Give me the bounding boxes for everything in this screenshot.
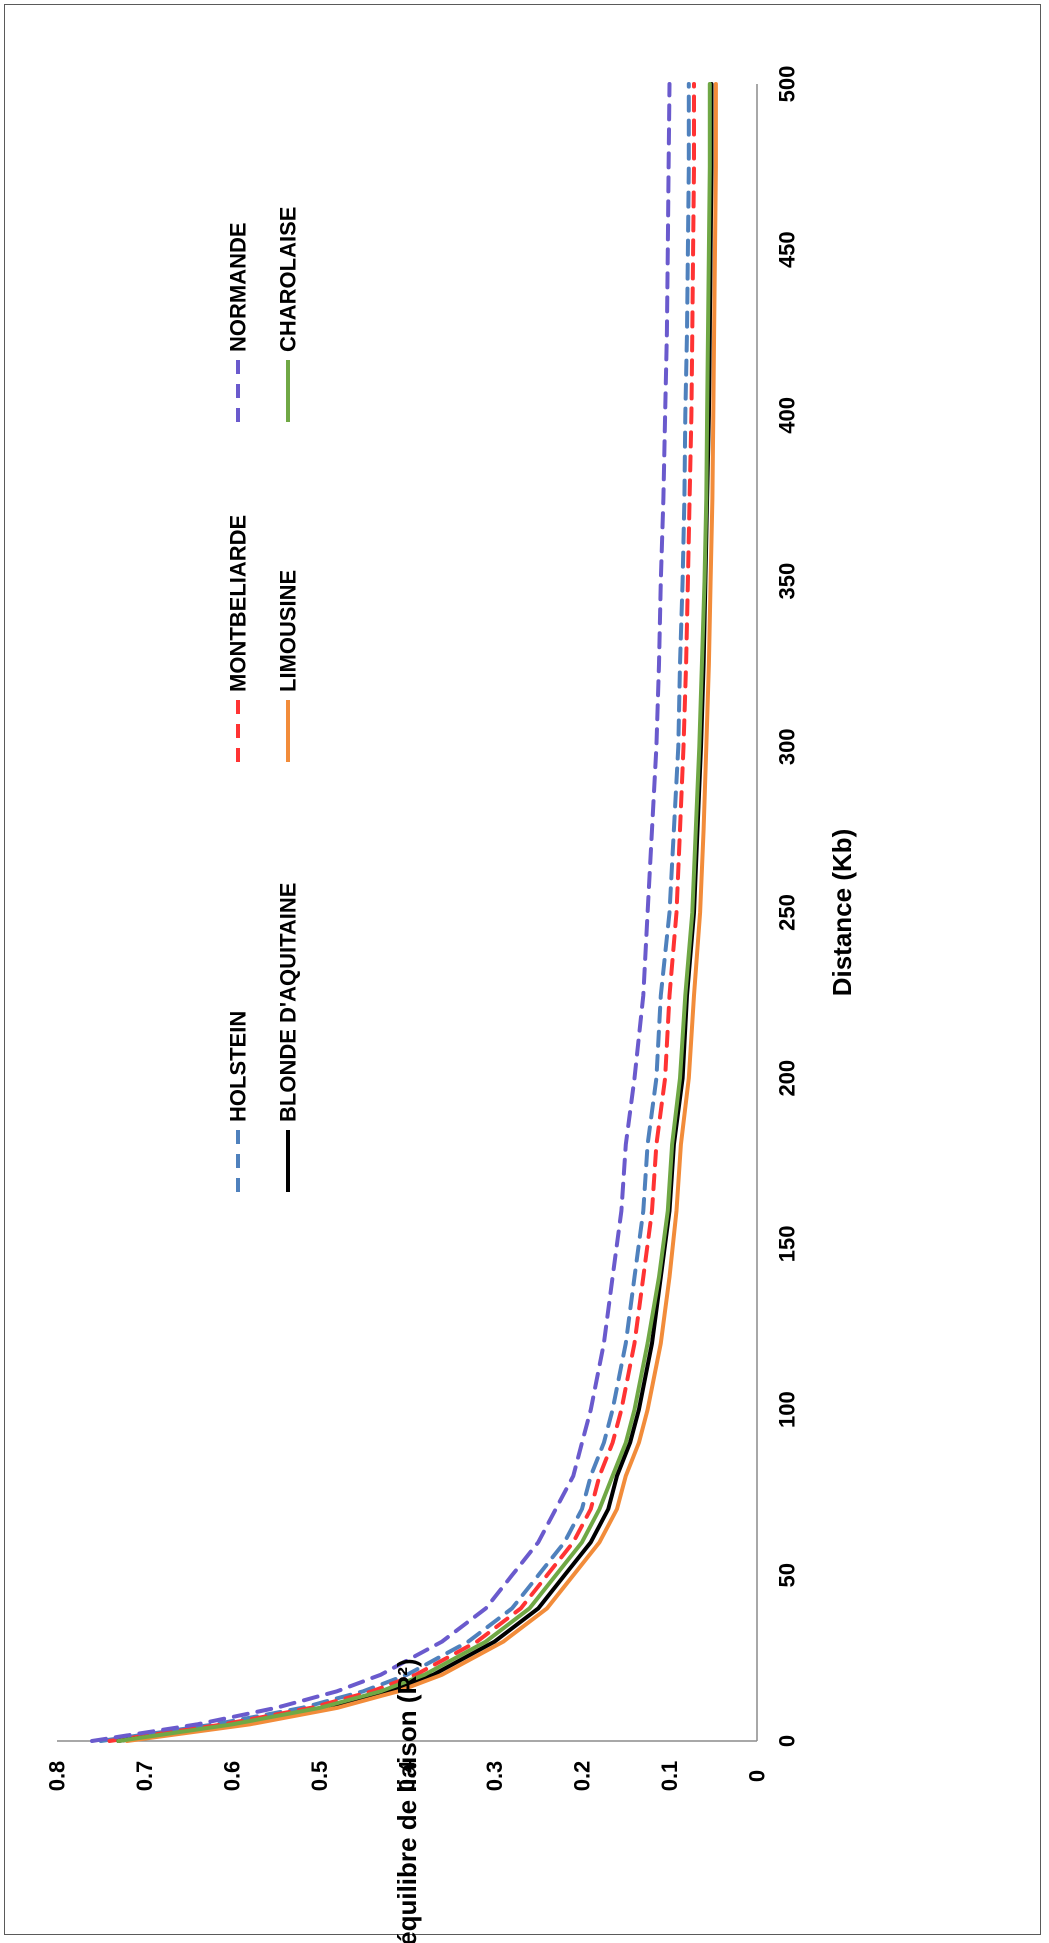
y-tick-label: 0.3 bbox=[482, 1761, 507, 1792]
x-tick-label: 50 bbox=[775, 1563, 800, 1587]
legend-label-montbeliarde: MONTBELIARDE bbox=[226, 515, 251, 692]
y-tick-label: 0.8 bbox=[45, 1761, 70, 1792]
y-tick-label: 0.1 bbox=[657, 1761, 682, 1792]
x-tick-label: 0 bbox=[775, 1735, 800, 1747]
legend-label-holstein: HOLSTEIN bbox=[226, 1011, 251, 1122]
chart-frame bbox=[4, 4, 1041, 1935]
x-tick-label: 450 bbox=[775, 231, 800, 268]
x-tick-label: 250 bbox=[775, 894, 800, 931]
series-line-holstein bbox=[98, 82, 691, 1743]
y-tick-label: 0 bbox=[745, 1770, 770, 1782]
y-tick-label: 0.5 bbox=[307, 1761, 332, 1792]
x-tick-label: 300 bbox=[775, 728, 800, 765]
x-tick-label: 400 bbox=[775, 397, 800, 434]
x-axis-title: Distance (Kb) bbox=[827, 829, 857, 997]
x-tick-label: 200 bbox=[775, 1060, 800, 1097]
x-tick-label: 100 bbox=[775, 1391, 800, 1428]
x-tick-label: 350 bbox=[775, 563, 800, 600]
y-tick-label: 0.2 bbox=[570, 1761, 595, 1792]
x-tick-label: 500 bbox=[775, 66, 800, 103]
legend-label-limousine: LIMOUSINE bbox=[276, 570, 301, 692]
y-tick-label: 0.7 bbox=[132, 1761, 157, 1792]
legend-label-normande: NORMANDE bbox=[226, 222, 251, 352]
y-tick-label: 0.4 bbox=[395, 1760, 420, 1791]
series-line-montbeliarde bbox=[107, 82, 696, 1743]
series-line-limousine bbox=[125, 82, 718, 1743]
plot-layer: 0 50 100 150 200 250 300 350 400 450 500 0 0.1 0.2 0.3… bbox=[45, 66, 800, 1792]
legend: HOLSTEIN MONTBELIARDE NORMANDE BLONDE D'AQU… bbox=[226, 207, 301, 1192]
series-line-normande bbox=[90, 82, 672, 1743]
x-tick-label: 150 bbox=[775, 1226, 800, 1263]
legend-label-blonde-d-aquitaine: BLONDE D'AQUITAINE bbox=[276, 883, 301, 1123]
series-line-charolaise bbox=[116, 82, 712, 1743]
y-tick-label: 0.6 bbox=[220, 1761, 245, 1792]
legend-label-charolaise: CHAROLAISE bbox=[276, 207, 301, 352]
y-axis-title: Déséquilibre de liaison (R²) bbox=[392, 1658, 422, 1943]
